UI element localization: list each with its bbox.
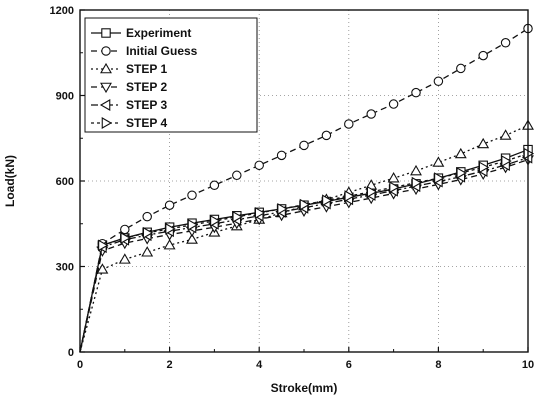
- data-point: [389, 181, 400, 194]
- data-point: [432, 156, 445, 167]
- legend-marker: [101, 28, 111, 38]
- legend-marker: [99, 99, 111, 111]
- data-point: [411, 176, 423, 189]
- series-line: [79, 124, 529, 353]
- data-point: [254, 160, 264, 171]
- data-point: [254, 206, 266, 219]
- legend-entry: STEP 3: [91, 98, 167, 112]
- legend-label: Initial Guess: [126, 44, 198, 58]
- data-point: [411, 87, 421, 98]
- data-point: [500, 38, 511, 48]
- data-point: [209, 180, 220, 191]
- series-line: [79, 158, 529, 353]
- y-axis-title: Load(kN): [3, 155, 17, 207]
- legend-entry: STEP 4: [91, 116, 167, 130]
- y-tick-label: 600: [56, 176, 74, 188]
- x-tick-label: 6: [346, 359, 352, 371]
- legend-marker: [100, 82, 112, 94]
- data-point: [478, 161, 490, 174]
- legend-entry: Experiment: [91, 26, 191, 40]
- x-tick-label: 4: [256, 359, 263, 371]
- data-point: [165, 222, 176, 235]
- data-point: [410, 164, 422, 176]
- data-point: [477, 137, 490, 149]
- data-point: [344, 119, 354, 129]
- data-point: [456, 167, 467, 179]
- legend-label: Experiment: [126, 26, 191, 40]
- y-tick-label: 300: [56, 262, 74, 274]
- data-point: [387, 172, 400, 183]
- data-point: [187, 218, 199, 231]
- x-tick-label: 10: [522, 359, 534, 371]
- data-point: [344, 190, 355, 203]
- x-tick-label: 2: [167, 359, 173, 371]
- legend-entry: STEP 2: [91, 80, 167, 94]
- legend-box: [84, 17, 258, 133]
- legend-entry: STEP 1: [91, 62, 167, 76]
- data-point: [187, 190, 197, 201]
- data-point: [478, 50, 488, 61]
- data-point: [322, 194, 333, 207]
- axis-ticks: 0 2 4 6 8 10 0 300 600 900 1200: [50, 5, 535, 371]
- data-point: [277, 202, 288, 215]
- data-point: [433, 76, 444, 87]
- data-point: [120, 224, 130, 235]
- data-point: [456, 63, 466, 74]
- x-tick-label: 0: [77, 359, 83, 371]
- x-axis-title: Stroke(mm): [271, 381, 338, 395]
- data-point: [186, 233, 198, 244]
- data-point: [163, 239, 176, 250]
- legend-marker: [101, 117, 113, 129]
- data-point: [366, 185, 378, 198]
- data-point: [120, 232, 131, 244]
- series-initial-guess: [79, 23, 533, 353]
- data-point: [299, 140, 309, 151]
- data-point: [142, 211, 152, 222]
- data-point: [499, 129, 512, 140]
- data-point: [164, 200, 175, 210]
- legend-label: STEP 4: [126, 116, 167, 130]
- series-group: [79, 23, 535, 353]
- data-point: [142, 226, 154, 239]
- data-point: [434, 172, 445, 185]
- legend: Experiment Initial Guess STEP 1 STEP 2 STEP …: [84, 17, 258, 133]
- data-point: [299, 198, 311, 211]
- data-point: [141, 246, 154, 257]
- data-point: [118, 253, 131, 264]
- data-point: [96, 263, 109, 274]
- data-point: [501, 155, 512, 167]
- data-point: [210, 214, 221, 227]
- data-point: [232, 170, 242, 181]
- data-point: [321, 130, 332, 141]
- legend-marker: [100, 62, 112, 74]
- series-step-4: [79, 147, 535, 353]
- legend-label: STEP 1: [126, 62, 167, 76]
- data-point: [388, 99, 399, 109]
- data-point: [232, 210, 243, 223]
- legend-entry: Initial Guess: [91, 44, 198, 58]
- data-point: [276, 150, 287, 161]
- x-tick-label: 8: [435, 359, 441, 371]
- legend-marker: [101, 46, 111, 56]
- legend-label: STEP 3: [126, 98, 167, 112]
- y-tick-label: 1200: [50, 5, 74, 17]
- data-point: [454, 147, 467, 159]
- data-point: [98, 239, 109, 252]
- series-line: [79, 156, 529, 353]
- y-tick-label: 0: [68, 347, 74, 359]
- y-tick-label: 900: [56, 91, 74, 103]
- data-point: [366, 109, 376, 119]
- legend-label: STEP 2: [126, 80, 167, 94]
